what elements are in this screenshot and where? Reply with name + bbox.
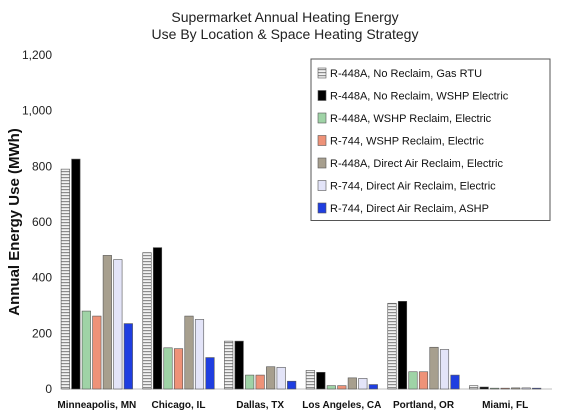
bar-1-3 bbox=[316, 371, 326, 390]
y-tick-label: 600 bbox=[32, 215, 52, 229]
legend-swatch bbox=[317, 180, 327, 191]
y-tick-label: 0 bbox=[45, 382, 52, 396]
category-label: Minneapolis, MN bbox=[57, 400, 136, 411]
bar-4-2 bbox=[266, 366, 276, 390]
legend-swatch bbox=[317, 67, 327, 79]
bar-2-0 bbox=[81, 310, 91, 390]
chart-subtitle: Use By Location & Space Heating Strategy bbox=[152, 26, 419, 42]
bar-4-1 bbox=[184, 315, 194, 390]
bar-5-0 bbox=[113, 259, 123, 390]
bar-3-2 bbox=[255, 374, 265, 390]
category-label: Dallas, TX bbox=[236, 400, 284, 411]
legend-swatch bbox=[317, 90, 327, 101]
legend-entry: R-744, Direct Air Reclaim, ASHP bbox=[330, 203, 489, 215]
legend-entry: R-448A, Direct Air Reclaim, Electric bbox=[330, 158, 503, 170]
bar-6-1 bbox=[205, 357, 215, 390]
chart-title: Supermarket Annual Heating Energy bbox=[171, 9, 398, 25]
y-tick-label: 200 bbox=[32, 326, 52, 340]
legend-entry: R-744, Direct Air Reclaim, Electric bbox=[330, 181, 496, 193]
bar-2-5 bbox=[490, 387, 500, 390]
bar-0-4 bbox=[387, 302, 397, 390]
category-label: Portland, OR bbox=[393, 400, 455, 411]
bar-3-3 bbox=[337, 385, 347, 390]
bar-3-1 bbox=[173, 348, 184, 390]
bar-0-2 bbox=[224, 340, 234, 390]
bar-5-5 bbox=[521, 387, 531, 390]
bar-3-4 bbox=[418, 371, 429, 390]
legend-swatch bbox=[317, 135, 327, 146]
bar-4-3 bbox=[347, 377, 357, 390]
category-labels: Minneapolis, MN Chicago, IL Dallas, TX Los … bbox=[57, 400, 528, 411]
bar-6-5 bbox=[532, 387, 542, 390]
category-label: Chicago, IL bbox=[152, 400, 206, 411]
bar-1-1 bbox=[152, 247, 163, 390]
legend-swatch bbox=[317, 157, 327, 169]
bar-2-4 bbox=[408, 371, 418, 390]
bar-5-3 bbox=[358, 378, 368, 390]
bar-1-2 bbox=[234, 340, 244, 390]
bar-3-5 bbox=[500, 387, 510, 390]
legend: R-448A, No Reclaim, Gas RTU R-448A, No Re… bbox=[310, 58, 551, 221]
bar-0-5 bbox=[469, 385, 479, 390]
y-ticks: 0 200 400 600 800 1,000 1,200 bbox=[22, 48, 52, 396]
bar-0-1 bbox=[142, 252, 152, 390]
bar-5-1 bbox=[194, 319, 205, 390]
bar-2-3 bbox=[326, 385, 336, 390]
bar-4-0 bbox=[102, 255, 112, 390]
bar-5-4 bbox=[439, 349, 450, 390]
bar-1-4 bbox=[397, 301, 408, 390]
category-label: Miami, FL bbox=[482, 400, 528, 411]
bar-1-0 bbox=[71, 158, 81, 390]
y-tick-label: 1,200 bbox=[22, 48, 52, 62]
bar-6-4 bbox=[450, 374, 460, 390]
bars bbox=[60, 158, 542, 390]
y-tick-label: 400 bbox=[32, 271, 52, 285]
bar-4-4 bbox=[429, 346, 439, 390]
bar-2-2 bbox=[245, 374, 255, 390]
bar-6-0 bbox=[123, 323, 133, 390]
category-label: Los Angeles, CA bbox=[302, 400, 381, 411]
y-tick-label: 1,000 bbox=[22, 104, 52, 118]
bar-0-0 bbox=[60, 168, 70, 390]
bar-4-5 bbox=[511, 387, 521, 390]
legend-entry: R-448A, No Reclaim, WSHP Electric bbox=[330, 91, 509, 103]
bar-6-2 bbox=[287, 380, 297, 390]
y-axis-label: Annual Energy Use (MWh) bbox=[6, 128, 23, 316]
bar-6-3 bbox=[368, 384, 378, 390]
bar-2-1 bbox=[163, 347, 173, 390]
legend-entry: R-448A, WSHP Reclaim, Electric bbox=[330, 113, 492, 125]
y-tick-label: 800 bbox=[32, 159, 52, 173]
legend-swatch bbox=[317, 202, 327, 214]
legend-entry: R-448A, No Reclaim, Gas RTU bbox=[330, 68, 482, 80]
legend-swatch bbox=[317, 112, 327, 124]
bar-3-0 bbox=[92, 315, 102, 390]
bar-5-2 bbox=[276, 366, 286, 390]
bar-0-3 bbox=[305, 370, 315, 390]
bar-1-5 bbox=[479, 386, 489, 390]
legend-entry: R-744, WSHP Reclaim, Electric bbox=[330, 136, 484, 148]
legend-box bbox=[310, 58, 551, 221]
